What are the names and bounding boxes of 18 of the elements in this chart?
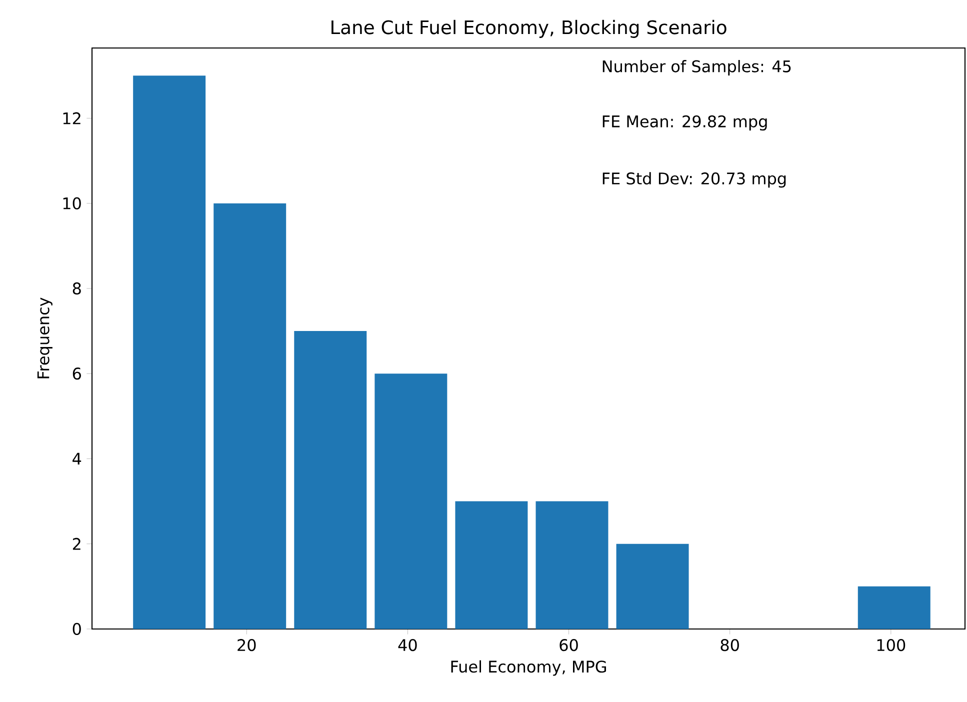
chart-title: Lane Cut Fuel Economy, Blocking Scenario bbox=[332, 20, 726, 38]
annotation: FE Mean: 29.82 mpg bbox=[602, 115, 767, 131]
annotation: FE Std Dev: 20.73 mpg bbox=[602, 172, 786, 188]
x-tick-label: 80 bbox=[720, 639, 739, 652]
y-tick-label: 8 bbox=[72, 282, 81, 295]
y-tick-label: 10 bbox=[63, 197, 81, 210]
x-tick-label: 100 bbox=[877, 639, 906, 652]
y-tick-label: 0 bbox=[72, 622, 81, 636]
x-tick-label: 60 bbox=[560, 639, 578, 652]
annotation: Number of Samples: 45 bbox=[602, 60, 791, 76]
x-tick-label: 20 bbox=[238, 639, 256, 652]
y-tick-label: 2 bbox=[72, 538, 80, 550]
y-tick-label: 12 bbox=[63, 112, 80, 124]
y-tick-label: 6 bbox=[72, 368, 81, 380]
y-tick-label: 4 bbox=[72, 452, 82, 465]
y-axis-title: Frequency bbox=[37, 298, 52, 378]
x-tick-label: 40 bbox=[398, 639, 417, 652]
x-axis-title: Fuel Economy, MPG bbox=[451, 660, 606, 676]
